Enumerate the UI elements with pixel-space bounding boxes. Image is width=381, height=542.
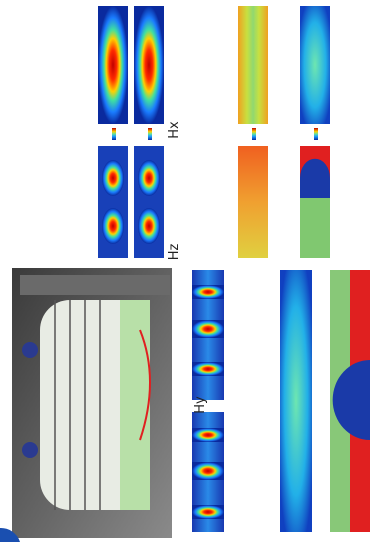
panel-label: Hy <box>193 396 208 414</box>
heatmap <box>280 270 312 532</box>
heatmap <box>238 146 268 258</box>
hot-spot <box>192 428 224 442</box>
hot-spot <box>192 285 224 299</box>
panel-label: Hx <box>167 121 182 139</box>
hot-spot <box>102 208 124 244</box>
photo <box>12 268 172 538</box>
hy-panels <box>192 270 370 532</box>
heatmap <box>98 6 128 124</box>
colorbar <box>314 128 318 140</box>
heatmap <box>134 6 164 124</box>
hot-spot <box>138 208 160 244</box>
heatmap <box>238 6 268 124</box>
hot-spot <box>192 505 224 519</box>
hot-spot <box>192 320 224 338</box>
corner-mark <box>0 527 20 542</box>
hot-spot <box>138 160 160 196</box>
hx-panels <box>98 6 330 140</box>
colorbar <box>252 128 256 140</box>
panel-label: Hz <box>167 244 182 261</box>
hz-panels <box>98 146 330 258</box>
hot-spot <box>192 362 224 376</box>
colorbar <box>112 128 116 140</box>
heatmap <box>300 6 330 124</box>
hot-spot <box>102 160 124 196</box>
hot-spot <box>192 462 224 480</box>
heatmap-region <box>300 158 330 198</box>
heatmap-region <box>332 360 370 440</box>
colorbar <box>148 128 152 140</box>
